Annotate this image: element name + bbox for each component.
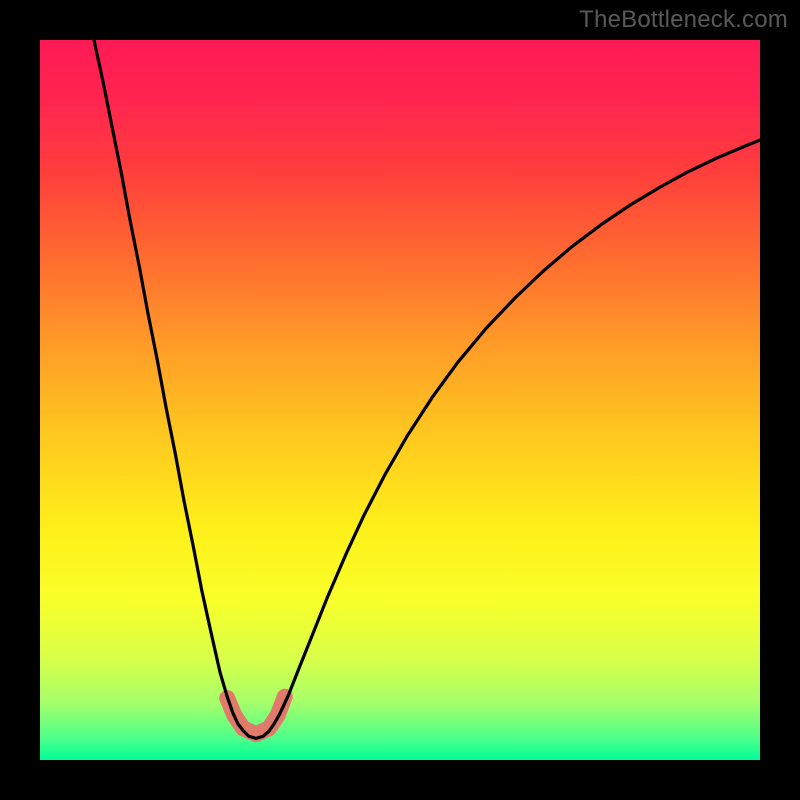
plot-area	[40, 40, 760, 760]
watermark-text: TheBottleneck.com	[579, 6, 788, 34]
bottom-marker	[227, 697, 285, 734]
chart-frame: TheBottleneck.com	[0, 0, 800, 800]
bottleneck-curve	[94, 40, 760, 738]
curve-layer	[40, 40, 760, 760]
